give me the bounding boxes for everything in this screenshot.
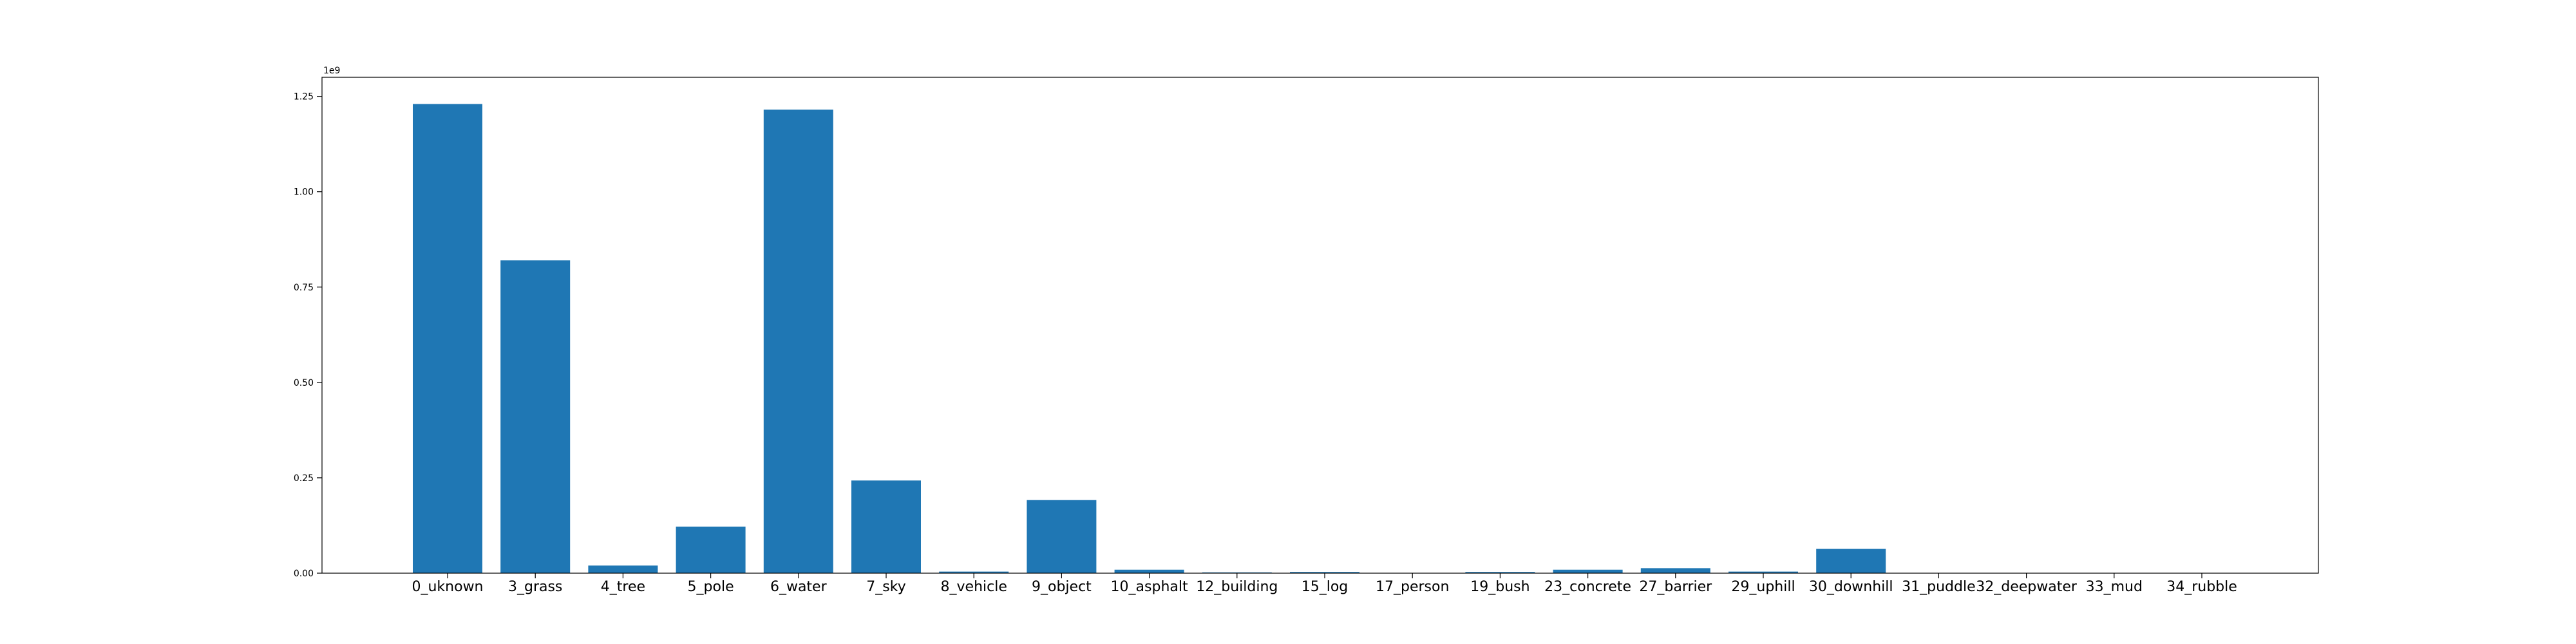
bar-0_uknown [413, 104, 482, 574]
bar-15_log [1290, 572, 1359, 573]
x-tick-label: 23_concrete [1544, 579, 1631, 595]
bar-19_bush [1465, 572, 1535, 573]
x-tick-label: 27_barrier [1639, 579, 1712, 595]
x-tick-label: 33_mud [2086, 579, 2143, 595]
bars-group [413, 104, 2237, 574]
y-axis-offset-label: 1e9 [323, 66, 340, 76]
x-tick-label: 8_vehicle [941, 579, 1007, 595]
bar-6_water [763, 109, 833, 573]
x-tick-label: 3_grass [508, 579, 562, 595]
x-tick-label: 0_uknown [412, 579, 483, 595]
x-tick-label: 7_sky [866, 579, 905, 595]
bar-27_barrier [1640, 568, 1710, 573]
x-tick-label: 34_rubble [2166, 579, 2237, 595]
y-tick-label: 1.25 [294, 92, 314, 102]
x-tick-label: 6_water [770, 579, 828, 595]
x-axis: 0_uknown 3_grass 4_tree 5_pole 6_water 7_sky 8… [412, 573, 2237, 595]
x-tick-label: 10_asphalt [1111, 579, 1188, 595]
x-tick-label: 17_person [1376, 579, 1449, 595]
y-tick-label: 0.50 [294, 378, 314, 388]
bar-9_object [1027, 500, 1097, 574]
bar-3_grass [500, 260, 571, 573]
bar-10_asphalt [1114, 569, 1184, 574]
bar-7_sky [851, 480, 921, 574]
y-tick-label: 0.75 [294, 283, 314, 293]
x-tick-label: 4_tree [601, 579, 645, 595]
bar-23_concrete [1553, 569, 1623, 574]
x-tick-label: 31_puddle [1902, 579, 1975, 595]
x-tick-label: 32_deepwater [1976, 579, 2078, 595]
y-tick-label: 0.25 [294, 473, 314, 484]
x-tick-label: 12_building [1196, 579, 1278, 595]
plot-area [322, 77, 2318, 573]
bar-30_downhill [1816, 549, 1886, 574]
y-axis: 0.00 0.25 0.50 0.75 1.00 1.25 [294, 92, 322, 579]
bar-8_vehicle [939, 571, 1009, 573]
x-tick-label: 5_pole [688, 579, 734, 595]
bar-29_uphill [1728, 571, 1798, 573]
bar-4_tree [588, 565, 658, 574]
x-tick-label: 15_log [1302, 579, 1349, 595]
x-tick-label: 29_uphill [1731, 579, 1795, 595]
bar-5_pole [676, 526, 746, 573]
y-tick-label: 0.00 [294, 569, 314, 579]
y-tick-label: 1.00 [294, 187, 314, 198]
x-tick-label: 9_object [1032, 579, 1092, 595]
plot-frame [321, 77, 2319, 574]
x-tick-label: 19_bush [1470, 579, 1530, 595]
x-tick-label: 30_downhill [1809, 579, 1893, 595]
